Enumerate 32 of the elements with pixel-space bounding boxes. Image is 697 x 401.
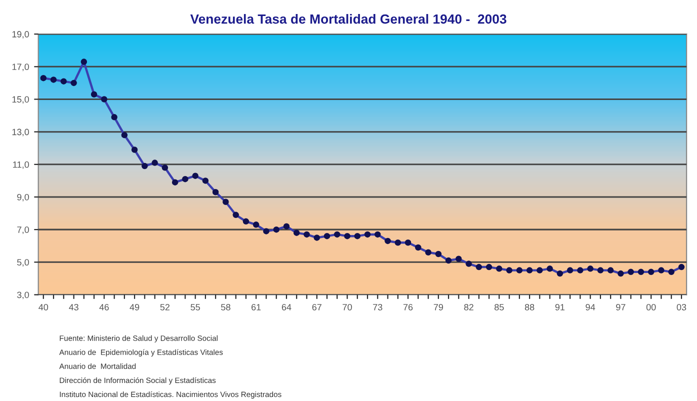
x-tick-label: 91 xyxy=(555,304,565,310)
x-tick-label: 70 xyxy=(342,304,352,310)
x-tick-label: 79 xyxy=(434,304,443,310)
x-tick-label: 46 xyxy=(99,304,109,310)
x-tick-label: 64 xyxy=(282,304,292,310)
x-tick-label: 97 xyxy=(616,304,626,310)
y-tick-label: 3,0 xyxy=(17,292,29,300)
x-tick-label: 67 xyxy=(312,304,322,310)
y-tick-label: 19,0 xyxy=(12,31,29,39)
y-tick-label: 5,0 xyxy=(17,259,29,267)
chart-title: Venezuela Tasa de Mortalidad General 1940 - 2003 xyxy=(190,14,506,24)
x-tick-label: 00 xyxy=(646,304,656,310)
y-tick-label: 17,0 xyxy=(12,64,29,72)
y-tick-label: 13,0 xyxy=(12,128,29,136)
y-tick-label: 9,0 xyxy=(17,194,29,202)
x-tick-label: 55 xyxy=(190,304,200,310)
x-tick-label: 43 xyxy=(68,304,78,310)
x-tick-label: 94 xyxy=(586,304,596,310)
y-tick-label: 11,0 xyxy=(13,161,29,169)
x-tick-label: 40 xyxy=(38,304,48,310)
x-tick-label: 85 xyxy=(494,304,504,310)
x-tick-label: 88 xyxy=(524,304,534,310)
y-tick-label: 15,0 xyxy=(12,96,29,104)
x-tick-label: 82 xyxy=(464,304,474,310)
x-tick-label: 61 xyxy=(252,304,261,310)
y-tick-label: 7,0 xyxy=(17,226,29,234)
x-tick-label: 73 xyxy=(373,304,382,310)
x-tick-label: 49 xyxy=(130,304,140,310)
x-tick-label: 03 xyxy=(676,304,686,310)
x-tick-label: 58 xyxy=(221,304,230,310)
x-tick-label: 52 xyxy=(160,304,170,310)
x-tick-label: 76 xyxy=(403,304,413,310)
